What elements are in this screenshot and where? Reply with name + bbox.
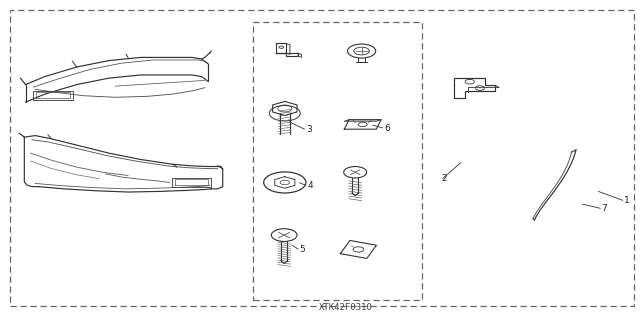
Text: 4: 4 <box>307 181 313 190</box>
Text: XTK42F0310: XTK42F0310 <box>319 303 372 312</box>
Text: 1: 1 <box>624 197 630 205</box>
Text: 6: 6 <box>384 124 390 133</box>
Text: 3: 3 <box>306 125 312 134</box>
Text: 5: 5 <box>300 245 305 254</box>
Bar <box>253 22 422 300</box>
Text: 2: 2 <box>442 174 447 183</box>
Text: 7: 7 <box>602 204 607 213</box>
